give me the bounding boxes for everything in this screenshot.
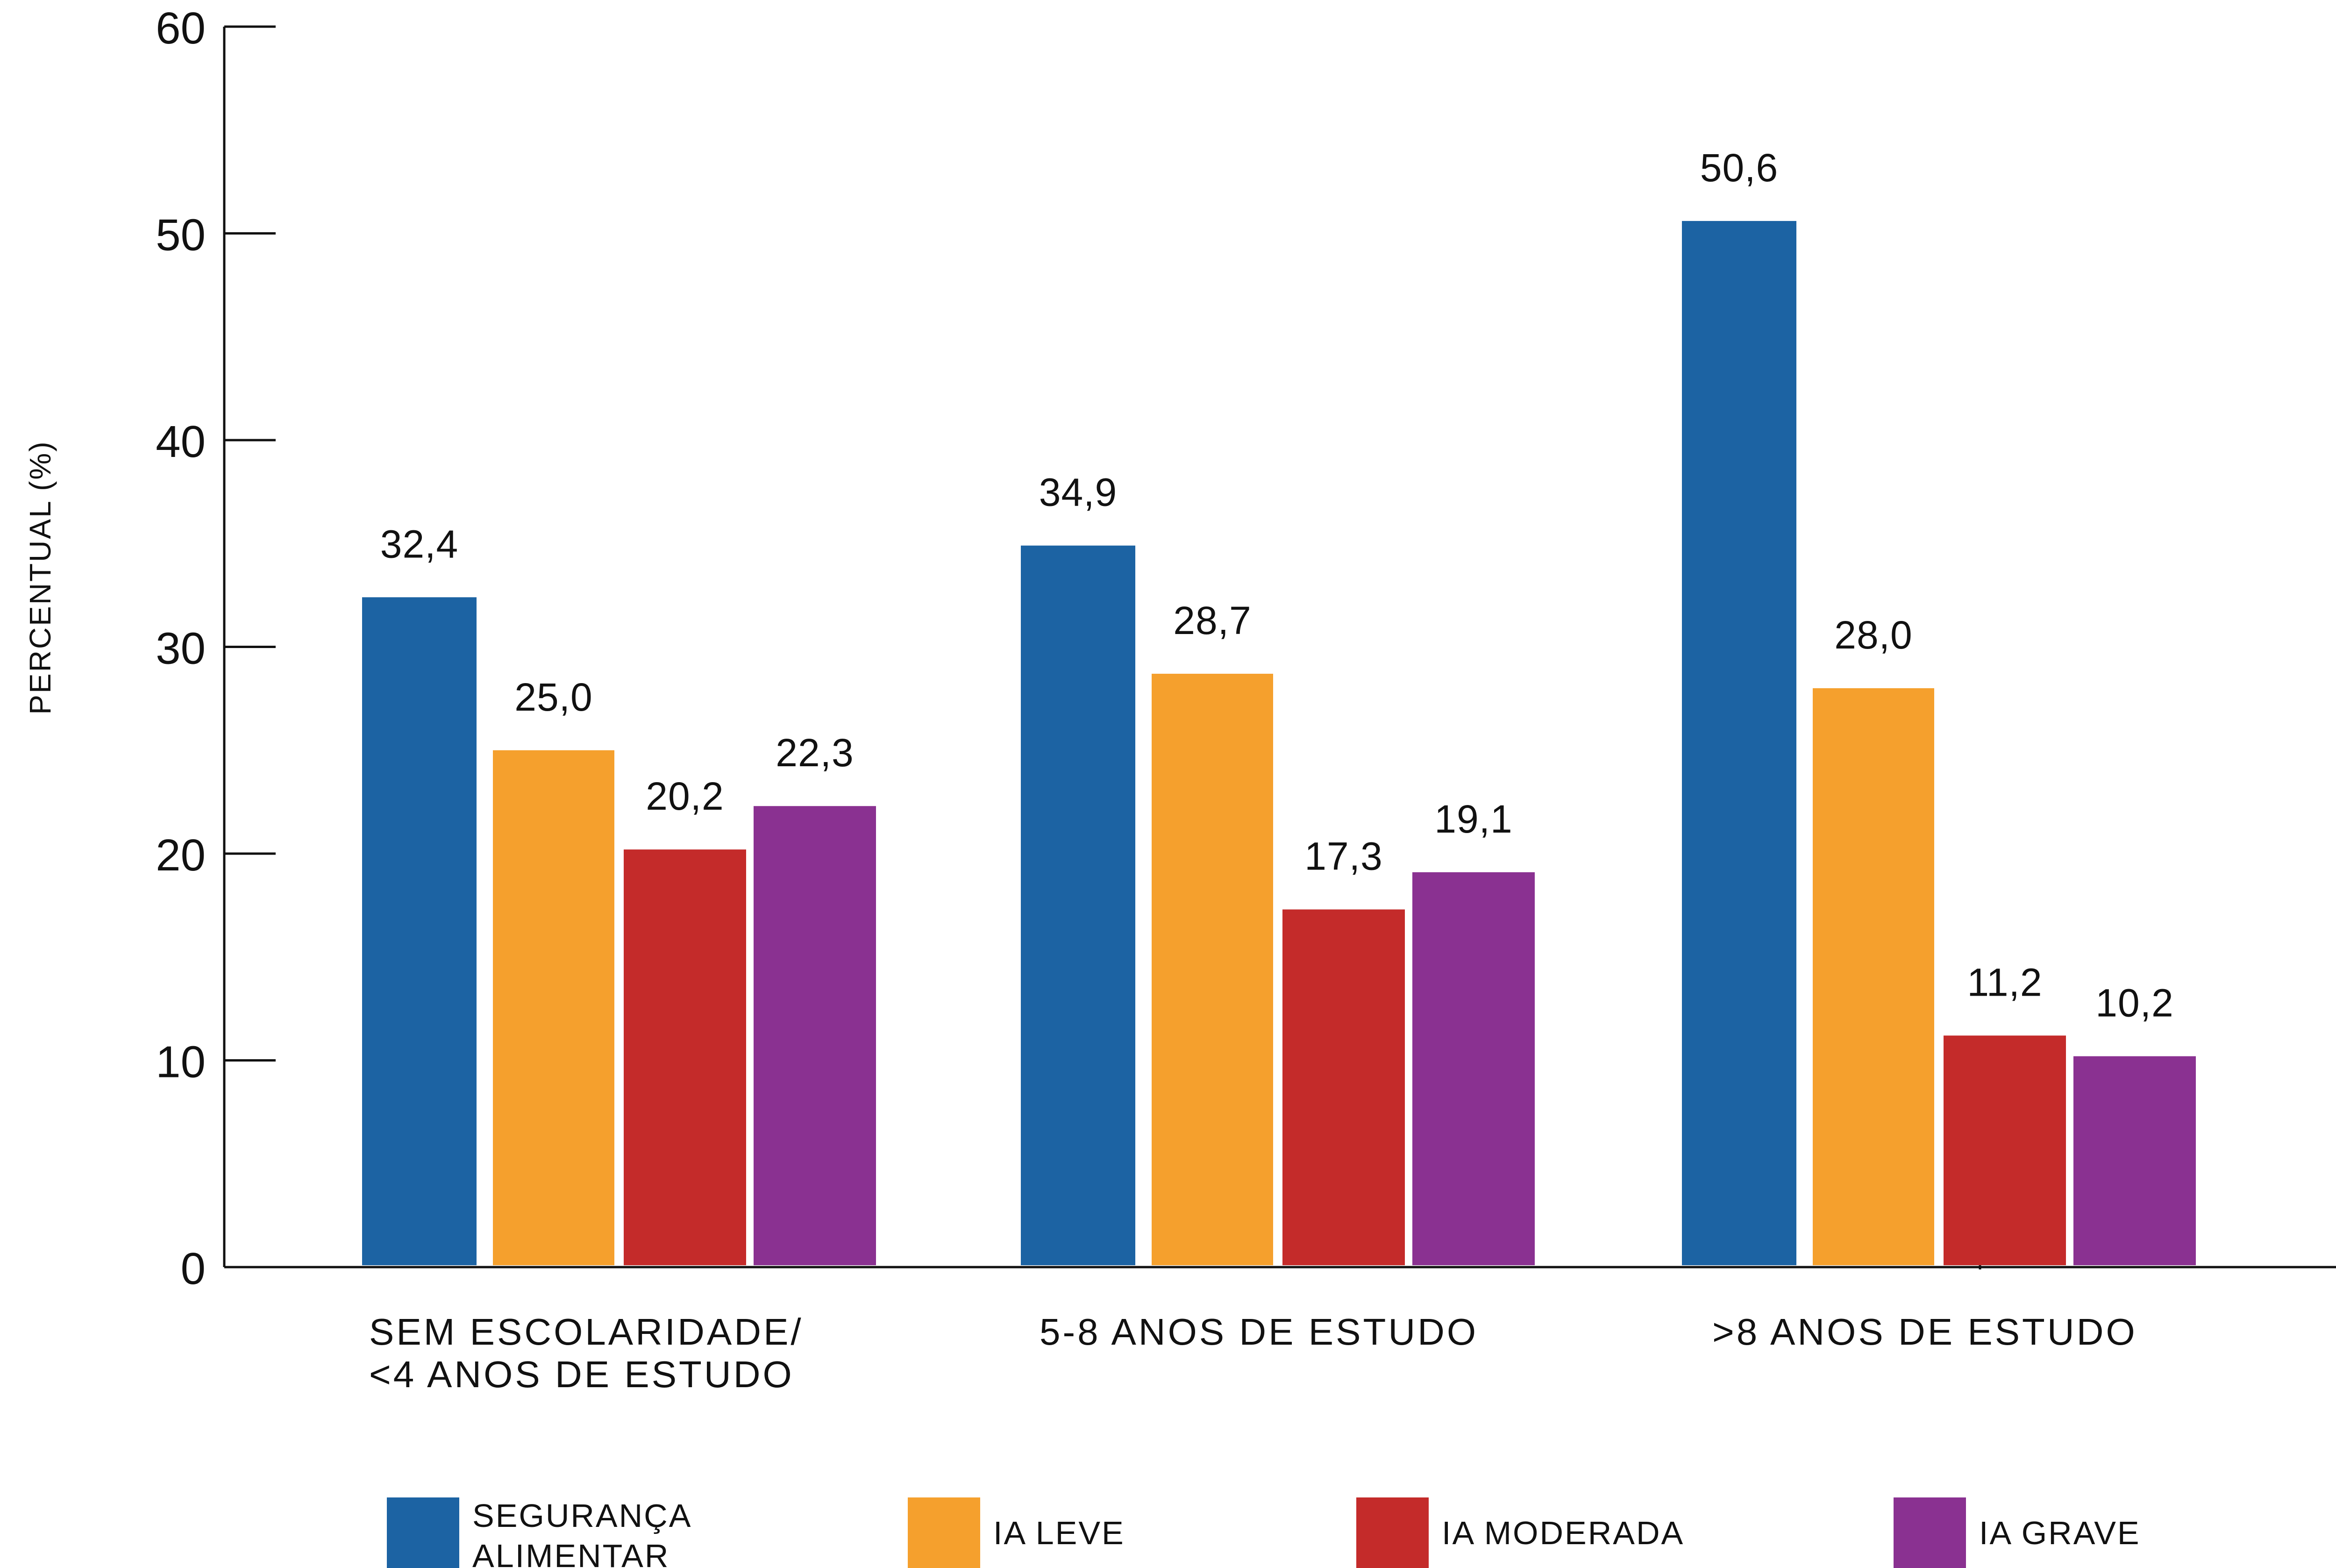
bar-value-label: 10,2 bbox=[2095, 981, 2174, 1025]
bar-value-label: 25,0 bbox=[514, 675, 593, 719]
y-tick-label: 50 bbox=[156, 210, 206, 260]
bar-value-label: 17,3 bbox=[1304, 834, 1383, 878]
bar-value-label: 32,4 bbox=[380, 522, 459, 566]
legend-swatch bbox=[1894, 1497, 1966, 1568]
axes: 0 10 20 30 40 50 60 PERCENTUAL (%) bbox=[23, 3, 2336, 1294]
y-tick-label: 60 bbox=[156, 3, 206, 53]
category-label: SEM ESCOLARIDADE/ bbox=[369, 1311, 804, 1353]
legend: SEGURANÇA ALIMENTAR IA LEVE IA MODERADA IA G… bbox=[387, 1497, 2141, 1568]
bar bbox=[1813, 688, 1934, 1265]
bar bbox=[1282, 909, 1405, 1265]
bar bbox=[754, 806, 876, 1265]
labels: 32,4 34,9 50,6 25,0 28,7 28,0 20,2 17,3 11,2 22,3… bbox=[369, 146, 2174, 1395]
bar-value-label: 19,1 bbox=[1434, 797, 1513, 841]
bar bbox=[493, 750, 614, 1265]
legend-swatch bbox=[387, 1497, 459, 1568]
category-label: <4 ANOS DE ESTUDO bbox=[369, 1354, 794, 1395]
bar bbox=[1152, 674, 1273, 1265]
legend-label: SEGURANÇA bbox=[472, 1497, 692, 1534]
y-tick-label: 10 bbox=[156, 1037, 206, 1087]
y-axis-title: PERCENTUAL (%) bbox=[23, 440, 57, 714]
bar-value-label: 50,6 bbox=[1700, 146, 1779, 190]
y-tick-label: 20 bbox=[156, 830, 206, 880]
bars bbox=[362, 221, 2196, 1266]
category-label: >8 ANOS DE ESTUDO bbox=[1712, 1311, 2137, 1353]
bar-value-label: 28,7 bbox=[1173, 599, 1252, 642]
legend-label: IA LEVE bbox=[993, 1515, 1125, 1551]
legend-label: ALIMENTAR bbox=[472, 1538, 669, 1568]
bar bbox=[362, 597, 477, 1265]
bar bbox=[1021, 545, 1135, 1265]
legend-swatch bbox=[1356, 1497, 1429, 1568]
bar-value-label: 11,2 bbox=[1967, 960, 2042, 1004]
bar bbox=[624, 849, 746, 1265]
bar-value-label: 22,3 bbox=[776, 731, 854, 775]
bar-value-label: 20,2 bbox=[646, 774, 724, 818]
y-tick-label: 40 bbox=[156, 417, 206, 467]
category-label: 5-8 ANOS DE ESTUDO bbox=[1040, 1311, 1478, 1353]
bar-value-label: 28,0 bbox=[1834, 613, 1913, 657]
y-tick-label: 30 bbox=[156, 624, 206, 674]
legend-label: IA MODERADA bbox=[1442, 1515, 1684, 1551]
bar bbox=[1412, 872, 1535, 1265]
legend-swatch bbox=[908, 1497, 980, 1568]
legend-label: IA GRAVE bbox=[1979, 1515, 2141, 1551]
y-tick-label: 0 bbox=[181, 1244, 206, 1294]
bar bbox=[1682, 221, 1796, 1266]
bar bbox=[2073, 1056, 2196, 1265]
bar bbox=[1944, 1035, 2066, 1265]
bar-value-label: 34,9 bbox=[1039, 470, 1118, 514]
